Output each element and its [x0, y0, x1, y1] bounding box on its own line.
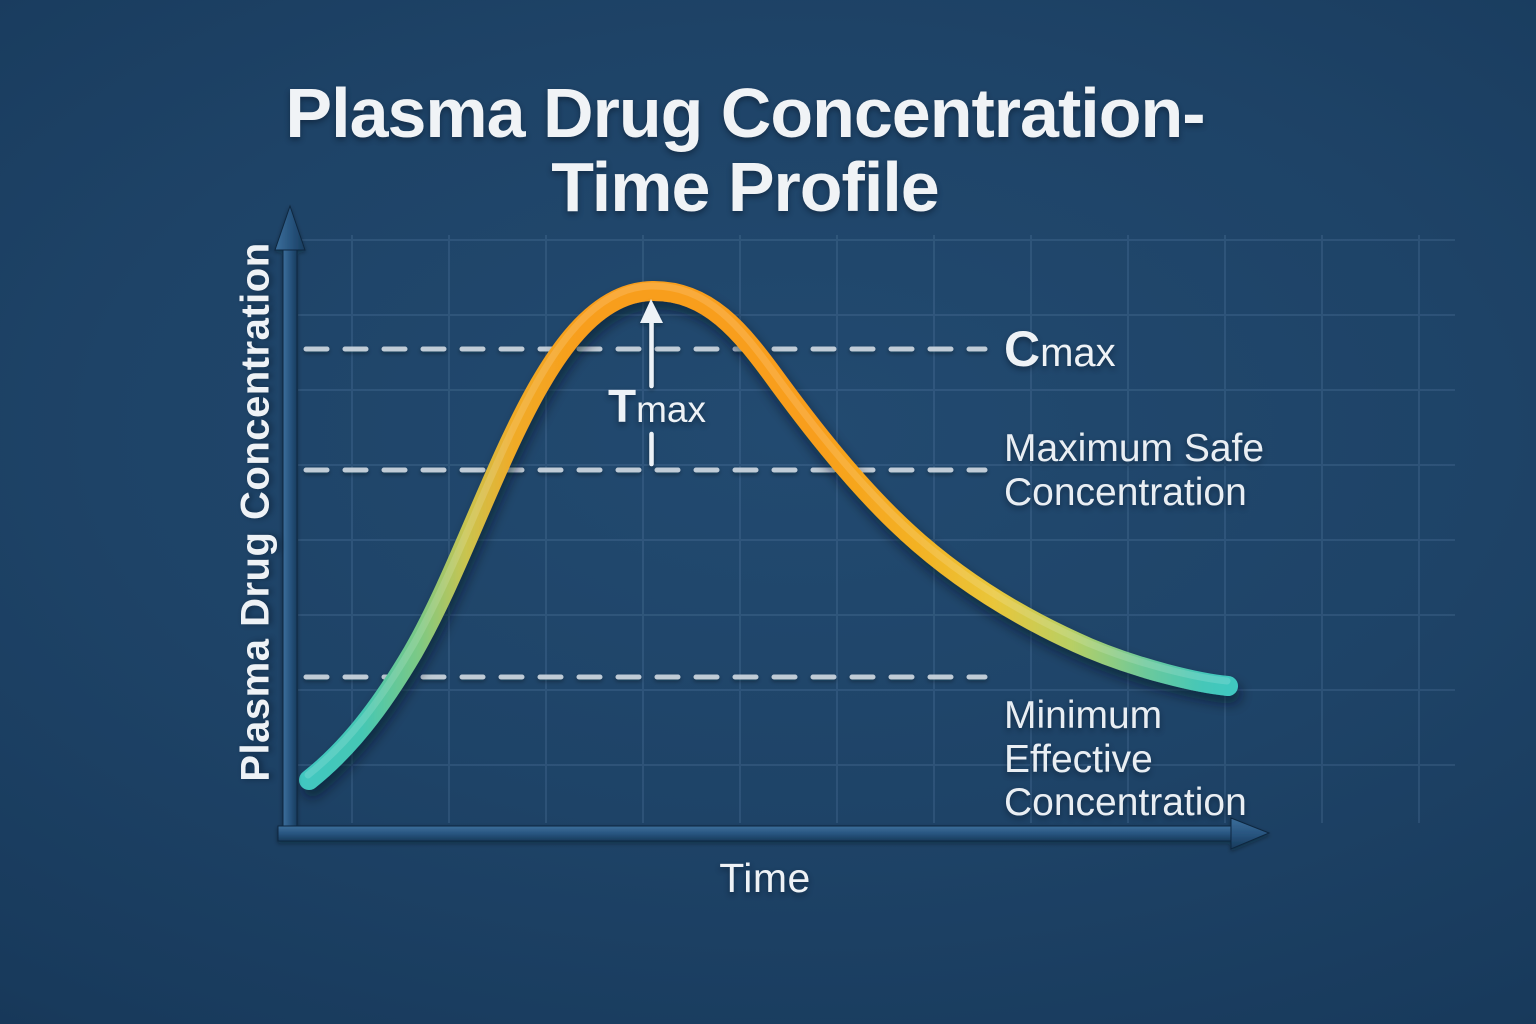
x-axis-line	[277, 825, 1236, 842]
y-axis-label: Plasma Drug Concentration	[233, 242, 278, 782]
cmax-label: Cmax	[1004, 320, 1116, 378]
tmax-subscript: max	[636, 389, 707, 430]
cmax-subscript: max	[1040, 331, 1116, 375]
min-effective-line2: Effective	[1004, 737, 1153, 781]
min-effective-line1: Minimum	[1004, 694, 1163, 737]
y-axis-line	[282, 245, 298, 839]
y-axis-arrowhead	[274, 204, 306, 251]
max-safe-concentration-label: Maximum Safe Concentration	[1004, 427, 1264, 514]
concentration-curve	[299, 280, 1238, 790]
curve-highlight	[304, 282, 1231, 779]
tmax-arrowhead	[640, 299, 663, 323]
cmax-symbol: C	[1004, 321, 1041, 377]
tmax-label: Tmax	[608, 379, 706, 433]
x-axis-label: Time	[719, 855, 811, 901]
axes	[274, 204, 1271, 850]
tmax-symbol: T	[607, 380, 637, 432]
min-effective-concentration-label: Minimum Effective Concentration	[1004, 694, 1247, 825]
chart-title: Plasma Drug Concentration- Time Profile	[285, 74, 1205, 227]
max-safe-line2: Concentration	[1004, 470, 1247, 514]
min-effective-line3: Concentration	[1004, 781, 1247, 825]
tmax-arrow	[640, 299, 663, 467]
chart-title-line2: Time Profile	[551, 148, 939, 227]
chart-title-line1: Plasma Drug Concentration-	[285, 74, 1205, 152]
grid-lines	[298, 235, 1455, 823]
x-axis-arrowhead	[1230, 817, 1271, 850]
max-safe-line1: Maximum Safe	[1004, 427, 1265, 470]
